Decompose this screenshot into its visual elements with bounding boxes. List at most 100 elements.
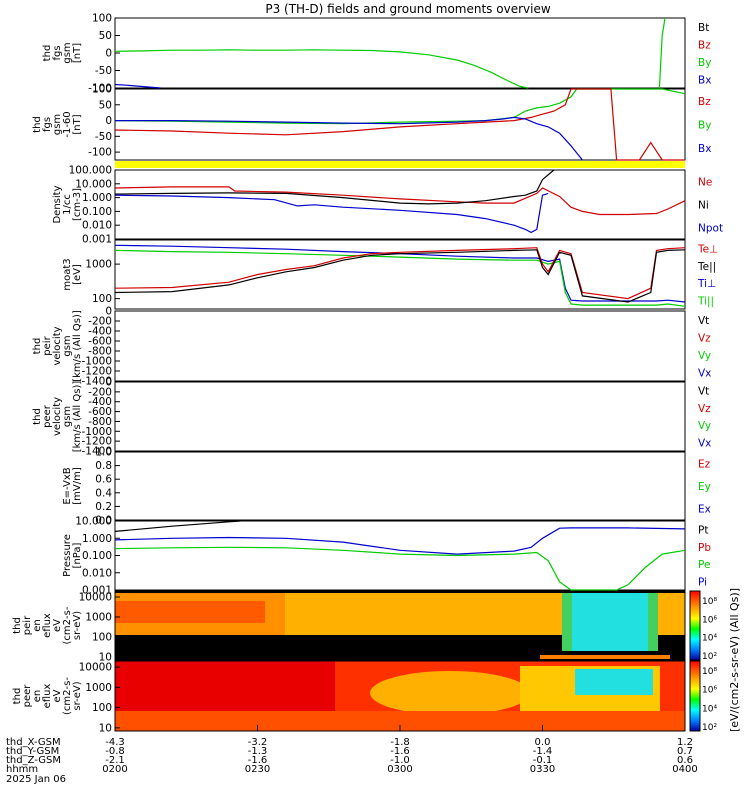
y-axis-label: thd (12, 688, 23, 705)
legend-label: Bz (698, 96, 711, 108)
panel-8: 10.000 1.000 0.100 0.010 0.001 Pressure [nPa] P… (62, 516, 711, 597)
legend-label: Vt (698, 386, 709, 398)
panel-7: 1.00.8 0.60.4 0.2 0.0 E=-VxB [mV/m] Ez Ey Ex (62, 447, 711, 527)
panel-2: 100 50 0 -50 -100 thd fgs gsm -1-60 [nT] Bz By Bx (32, 84, 711, 161)
series-line (114, 88, 686, 125)
legend-label: Pe (698, 559, 710, 571)
panel-frame (114, 381, 686, 452)
x-tick-value: 0.7 (677, 746, 693, 757)
panel-frame (114, 169, 686, 240)
series-line (114, 527, 686, 555)
spectrogram-low-band (540, 655, 670, 659)
x-row-label: thd_Y-GSM (6, 746, 59, 757)
x-tick-value: -1.6 (390, 746, 410, 757)
y-tick-label: -1200 (81, 436, 112, 448)
panel-frame (114, 310, 686, 382)
spectrogram-cyan-region (570, 593, 650, 651)
x-tick-value: -1.3 (248, 746, 268, 757)
y-axis-label: Pressure (62, 534, 73, 577)
series-line (114, 249, 686, 303)
legend-label: Bx (698, 143, 711, 155)
series-line (114, 192, 549, 234)
legend-label: Pb (698, 542, 711, 554)
y-tick-label: -1200 (81, 366, 112, 378)
colorbar-label: 10⁶ (702, 615, 717, 625)
y-tick-label: 0.010 (82, 567, 112, 579)
y-axis-label: 1/cc (62, 194, 73, 215)
colorbar-label: 10⁴ (702, 634, 717, 644)
legend-label: Vz (698, 332, 711, 344)
y-axis-label: velocity (52, 397, 63, 436)
legend-label: Te⊥ (697, 244, 718, 256)
y-tick-label: -400 (88, 396, 112, 408)
y-axis-label: [km/s (All Qs)] (72, 381, 83, 453)
spectrogram-core (115, 601, 265, 623)
colorbar-label: 10⁴ (702, 704, 717, 714)
panel-frame (114, 451, 686, 521)
spectrogram-edge-left (562, 593, 572, 651)
x-tick-value: -0.1 (533, 755, 553, 766)
y-axis-label: [nPa] (72, 542, 83, 568)
x-tick-value: -2.1 (105, 755, 125, 766)
x-tick-value: 0.0 (535, 737, 551, 748)
x-axis-labels: thd_X-GSMthd_Y-GSMthd_Z-GSMhhmm-4.3-0.8-… (6, 725, 698, 775)
y-tick-label: 10000 (79, 662, 112, 674)
y-axis-label: sr-eV) (72, 611, 83, 640)
colorbar-label: 10² (702, 723, 717, 733)
legend-label: Pi (698, 576, 707, 588)
y-tick-label: -50 (95, 65, 112, 77)
series-line (114, 546, 686, 591)
y-axis-label: en (32, 690, 43, 703)
x-tick-value: -1.6 (248, 755, 268, 766)
series-line (114, 247, 686, 300)
legend-label: Pt (698, 525, 708, 537)
y-tick-label: -600 (88, 406, 112, 418)
y-tick-label: 0.100 (82, 550, 112, 562)
y-tick-label: 10.000 (75, 516, 112, 528)
y-axis-label: peir (42, 335, 53, 355)
y-tick-label: -800 (88, 346, 112, 358)
y-tick-label: 0.4 (95, 487, 112, 499)
y-tick-label: -1000 (81, 426, 112, 438)
y-axis-label: -1-60 (62, 111, 73, 137)
y-tick-label: 1.0 (95, 447, 112, 459)
legend-label: Ex (698, 504, 711, 516)
x-tick-value: 0330 (530, 764, 555, 775)
y-tick-label: -800 (88, 416, 112, 428)
y-axis-label: [km/s (All Qs)] (72, 310, 83, 382)
panel-9: 10000 1000 100 10 thd peir en eflux eV (cm2-s-sr-… (12, 590, 686, 663)
colorbar-label: 10² (702, 652, 717, 662)
y-tick-label: -1400 (81, 446, 112, 458)
y-axis-label: gsm (62, 42, 73, 63)
y-axis-label: [mV/m] (72, 467, 83, 505)
panel-frame (114, 239, 686, 310)
y-axis-label: (cm2-s- (62, 677, 73, 715)
spectrogram-blob (370, 671, 530, 715)
colorbar-title: [eV/(cm2-s-sr-eV) (All Qs)] (728, 588, 741, 732)
y-tick-label: 0 (105, 306, 112, 318)
y-tick-label: -600 (88, 336, 112, 348)
x-tick-value: 0300 (387, 764, 412, 775)
y-tick-label: 50 (99, 30, 112, 42)
series-line (115, 116, 583, 161)
y-axis-label: velocity (52, 326, 63, 365)
legend-label: Vt (698, 315, 709, 327)
y-tick-label: 1.000 (82, 192, 112, 204)
x-row-label: hhmm (6, 764, 38, 775)
legend-label: Vx (698, 437, 711, 449)
y-axis-label: thd (32, 338, 43, 355)
y-tick-label: 10 (99, 722, 112, 734)
x-tick-value: -4.3 (105, 737, 125, 748)
series-line (114, 88, 685, 161)
y-tick-label: 0.0 (95, 515, 112, 527)
y-axis-label: thd (32, 116, 43, 133)
legend-label: Ez (698, 458, 711, 470)
y-tick-label: 50 (99, 99, 112, 111)
colorbar-strip (689, 590, 701, 661)
spectrogram-2 (115, 661, 685, 731)
y-axis-label: (cm2-s- (62, 606, 73, 644)
x-tick-value: -0.8 (105, 746, 125, 757)
legend-label: Te|| (697, 261, 716, 273)
